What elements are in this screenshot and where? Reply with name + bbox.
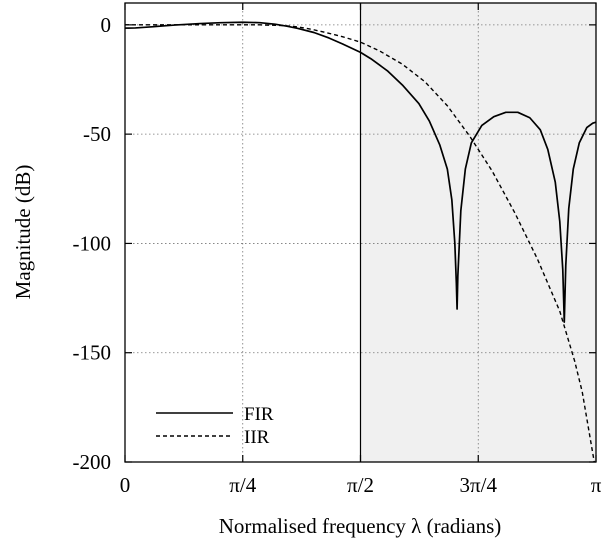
tick-marks — [124, 3, 597, 463]
series-line-iir — [125, 24, 595, 462]
y-tick-labels: 0 -50 -100 -150 -200 — [73, 13, 112, 474]
x-tick-label: 0 — [120, 473, 131, 497]
legend-label-iir: IIR — [244, 427, 270, 448]
series-line-fir — [125, 21, 596, 323]
series-lines — [125, 21, 596, 462]
y-tick-label: -50 — [83, 122, 111, 146]
y-tick-label: 0 — [101, 13, 112, 37]
x-tick-label: π/4 — [229, 473, 256, 497]
x-tick-label: π/2 — [347, 473, 374, 497]
y-tick-label: -150 — [73, 341, 112, 365]
x-tick-labels: 0 π/4 π/2 3π/4 π — [120, 473, 602, 497]
legend-label-fir: FIR — [244, 404, 274, 425]
y-tick-label: -100 — [73, 231, 112, 255]
legend: FIR IIR — [156, 404, 274, 448]
x-tick-label: π — [591, 473, 602, 497]
x-tick-label: 3π/4 — [460, 473, 498, 497]
y-axis-label: Magnitude (dB) — [11, 165, 35, 300]
x-axis-label: Normalised frequency λ (radians) — [219, 514, 502, 538]
y-tick-label: -200 — [73, 450, 112, 474]
